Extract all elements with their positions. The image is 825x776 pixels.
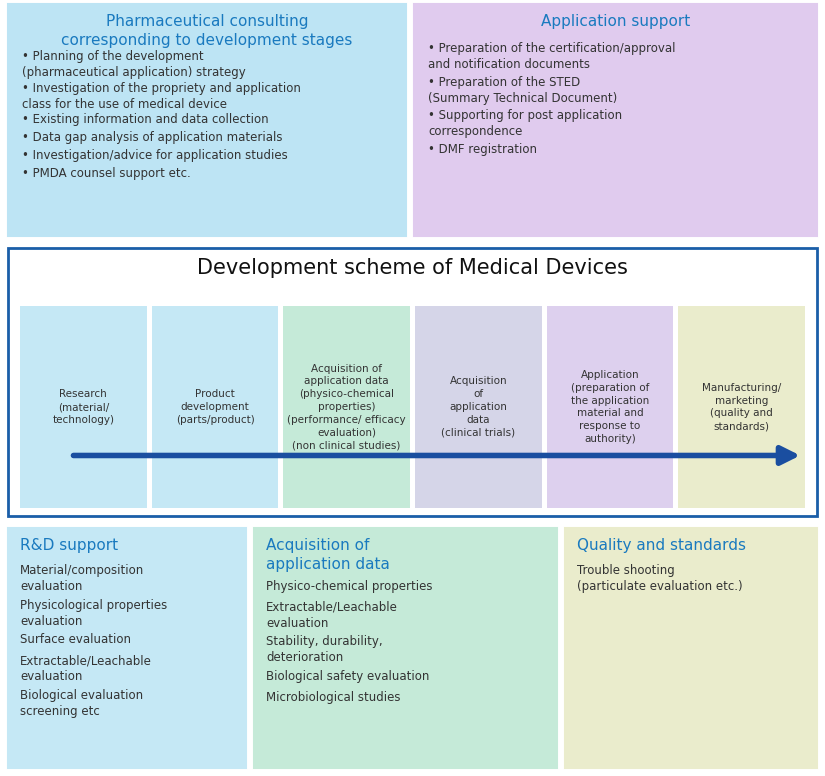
Text: Product
development
(parts/product): Product development (parts/product) [176, 390, 254, 424]
Text: Development scheme of Medical Devices: Development scheme of Medical Devices [197, 258, 628, 278]
Text: • Preparation of the STED
(Summary Technical Document): • Preparation of the STED (Summary Techn… [428, 75, 617, 105]
Text: Physicological properties
evaluation: Physicological properties evaluation [20, 598, 167, 628]
Bar [415, 306, 542, 508]
Text: Acquisition
of
application
data
(clinical trials): Acquisition of application data (clinica… [441, 376, 516, 438]
Text: Application support: Application support [541, 14, 691, 29]
Text: Pharmaceutical consulting
corresponding to development stages: Pharmaceutical consulting corresponding … [61, 14, 353, 47]
Text: • Preparation of the certification/approval
and notification documents: • Preparation of the certification/appro… [428, 42, 676, 71]
Text: Trouble shooting
(particulate evaluation etc.): Trouble shooting (particulate evaluation… [577, 564, 742, 593]
Bar [152, 306, 278, 508]
Bar [8, 4, 406, 236]
Text: Manufacturing/
marketing
(quality and
standards): Manufacturing/ marketing (quality and st… [702, 383, 781, 431]
Bar [283, 306, 410, 508]
Text: • Investigation/advice for application studies: • Investigation/advice for application s… [22, 149, 288, 162]
Text: Microbiological studies: Microbiological studies [266, 691, 400, 704]
Text: Quality and standards: Quality and standards [577, 538, 746, 553]
Bar [20, 306, 147, 508]
Text: • Existing information and data collection: • Existing information and data collecti… [22, 113, 269, 126]
Text: • Investigation of the propriety and application
class for the use of medical de: • Investigation of the propriety and app… [22, 81, 301, 111]
Text: Physico-chemical properties: Physico-chemical properties [266, 580, 432, 593]
Text: Extractable/Leachable
evaluation: Extractable/Leachable evaluation [20, 654, 152, 683]
Text: • PMDA counsel support etc.: • PMDA counsel support etc. [22, 167, 191, 179]
Text: R&D support: R&D support [20, 538, 118, 553]
Text: Acquisition of
application data: Acquisition of application data [266, 538, 390, 572]
Text: Extractable/Leachable
evaluation: Extractable/Leachable evaluation [266, 601, 398, 630]
Text: Acquisition of
application data
(physico-chemical
properties)
(performance/ effi: Acquisition of application data (physico… [287, 364, 406, 450]
Bar [8, 528, 246, 768]
Bar [565, 528, 817, 768]
Text: Biological safety evaluation: Biological safety evaluation [266, 670, 429, 683]
Text: Research
(material/
technology): Research (material/ technology) [52, 390, 115, 424]
Text: Material/composition
evaluation: Material/composition evaluation [20, 564, 144, 593]
Text: • Planning of the development
(pharmaceutical application) strategy: • Planning of the development (pharmaceu… [22, 50, 246, 79]
Bar [8, 248, 817, 516]
Bar [547, 306, 673, 508]
Bar [254, 528, 557, 768]
Text: Surface evaluation: Surface evaluation [20, 633, 131, 646]
Text: • Data gap analysis of application materials: • Data gap analysis of application mater… [22, 131, 282, 144]
Text: Stability, durability,
deterioration: Stability, durability, deterioration [266, 636, 383, 664]
Bar [414, 4, 817, 236]
Text: • Supporting for post application
correspondence: • Supporting for post application corres… [428, 109, 622, 138]
Text: • DMF registration: • DMF registration [428, 143, 537, 156]
Bar [678, 306, 805, 508]
Text: Application
(preparation of
the application
material and
response to
authority): Application (preparation of the applicat… [571, 370, 649, 444]
Text: Biological evaluation
screening etc: Biological evaluation screening etc [20, 688, 143, 718]
